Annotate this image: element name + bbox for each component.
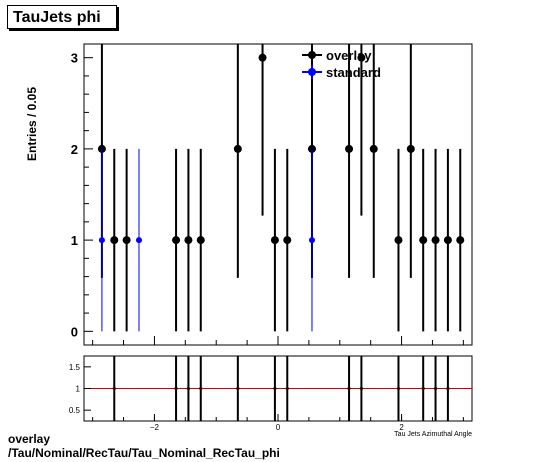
y-tick-label: 2 — [71, 142, 78, 157]
overlay-point — [196, 236, 205, 245]
legend-marker-dot — [308, 68, 316, 76]
overlay-point — [110, 236, 119, 245]
overlay-point — [406, 144, 415, 153]
standard-point — [308, 237, 315, 244]
x-axis-label: Tau Jets Azimuthal Angle — [394, 431, 472, 438]
footer-path: /Tau/Nominal/RecTau/Tau_Nominal_RecTau_p… — [8, 446, 280, 460]
main-frame — [83, 43, 473, 346]
overlay-point — [258, 53, 267, 62]
overlay-point — [369, 144, 378, 153]
overlay-point — [357, 53, 366, 62]
main-plot: 0 1 2 3 Entries / 0.05 — [25, 43, 473, 346]
footer-label: overlay — [8, 432, 51, 446]
histogram-title: TauJets phi — [7, 5, 117, 29]
overlay-point — [431, 236, 440, 245]
overlay-point — [172, 236, 181, 245]
overlay-point — [456, 236, 465, 245]
ratio-x-tick-label: 2 — [399, 423, 404, 432]
overlay-point — [270, 236, 279, 245]
standard-point — [135, 237, 142, 244]
overlay-point — [233, 144, 242, 153]
standard-point — [98, 237, 105, 244]
overlay-point — [419, 236, 428, 245]
overlay-point — [345, 144, 354, 153]
overlay-point — [394, 236, 403, 245]
ratio-x-tick-label: 0 — [276, 423, 281, 432]
overlay-point — [283, 236, 292, 245]
legend-entry-standard: standard — [326, 65, 381, 80]
overlay-point — [184, 236, 193, 245]
overlay-point — [443, 236, 452, 245]
legend: overlay standard — [302, 48, 381, 80]
overlay-point — [122, 236, 131, 245]
y-tick-label: 3 — [71, 51, 78, 66]
legend-entry-overlay: overlay — [326, 48, 372, 63]
ratio-y-tick-label: 0.5 — [69, 406, 81, 415]
ratio-x-tick-label: −2 — [150, 423, 160, 432]
y-tick-label: 0 — [71, 324, 78, 339]
ratio-y-tick-label: 1 — [76, 385, 81, 394]
legend-marker-dot — [308, 51, 316, 59]
ratio-y-tick-label: 1.5 — [69, 363, 81, 372]
y-axis-label: Entries / 0.05 — [25, 87, 39, 161]
y-tick-label: 1 — [71, 233, 78, 248]
